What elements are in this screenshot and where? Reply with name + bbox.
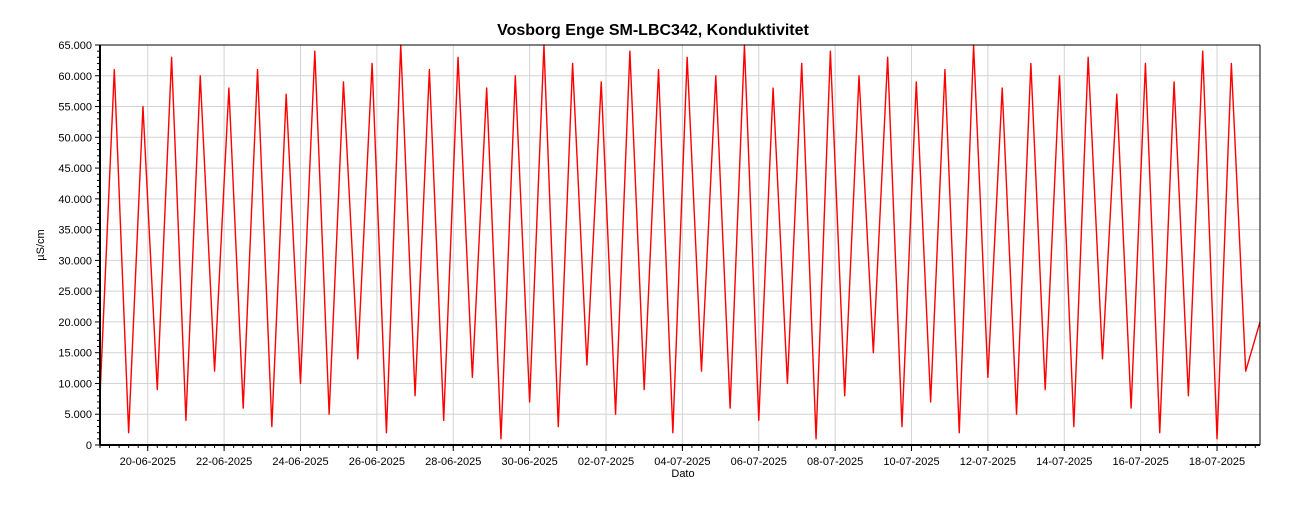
x-tick-label: 10-07-2025: [883, 456, 939, 468]
y-tick-label: 50.000: [58, 132, 92, 144]
series-line: [99, 44, 1261, 440]
y-tick-label: 5.000: [64, 409, 92, 421]
x-axis-ticks: 20-06-2025 22-06-2025 24-06-2025 26-06-2025…: [99, 445, 1256, 468]
x-tick-label: 02-07-2025: [578, 456, 634, 468]
y-tick-label: 20.000: [58, 317, 92, 329]
x-tick-label: 14-07-2025: [1036, 456, 1092, 468]
x-tick-label: 26-06-2025: [349, 456, 405, 468]
x-tick-label: 16-07-2025: [1113, 456, 1169, 468]
x-tick-label: 12-07-2025: [960, 456, 1016, 468]
y-tick-label: 30.000: [58, 255, 92, 267]
grid-lines: [100, 44, 1260, 445]
y-tick-label: 0: [86, 440, 92, 452]
x-tick-label: 24-06-2025: [272, 456, 328, 468]
y-tick-label: 40.000: [58, 194, 92, 206]
x-axis-label: Dato: [671, 468, 694, 480]
x-tick-label: 28-06-2025: [425, 456, 481, 468]
y-axis-label: µS/cm: [35, 229, 47, 260]
x-tick-label: 20-06-2025: [120, 456, 176, 468]
y-tick-label: 15.000: [58, 348, 92, 360]
y-tick-label: 25.000: [58, 286, 92, 298]
x-tick-label: 18-07-2025: [1189, 456, 1245, 468]
x-tick-label: 06-07-2025: [731, 456, 787, 468]
chart-title: Vosborg Enge SM-LBC342, Konduktivitet: [497, 22, 809, 39]
y-tick-label: 60.000: [58, 71, 92, 83]
y-tick-label: 55.000: [58, 102, 92, 114]
y-tick-label: 45.000: [58, 163, 92, 175]
x-tick-label: 04-07-2025: [654, 456, 710, 468]
y-tick-label: 35.000: [58, 225, 92, 237]
y-tick-label: 65.000: [58, 40, 92, 52]
series-layer: [99, 44, 1261, 440]
y-tick-label: 10.000: [58, 378, 92, 390]
x-tick-label: 22-06-2025: [196, 456, 252, 468]
x-tick-label: 08-07-2025: [807, 456, 863, 468]
y-axis-ticks: 0 5.000 10.000 15.000 20.000 25.000 30.000 35.0…: [58, 40, 100, 452]
plot-frame: [99, 44, 1261, 446]
x-tick-label: 30-06-2025: [501, 456, 557, 468]
